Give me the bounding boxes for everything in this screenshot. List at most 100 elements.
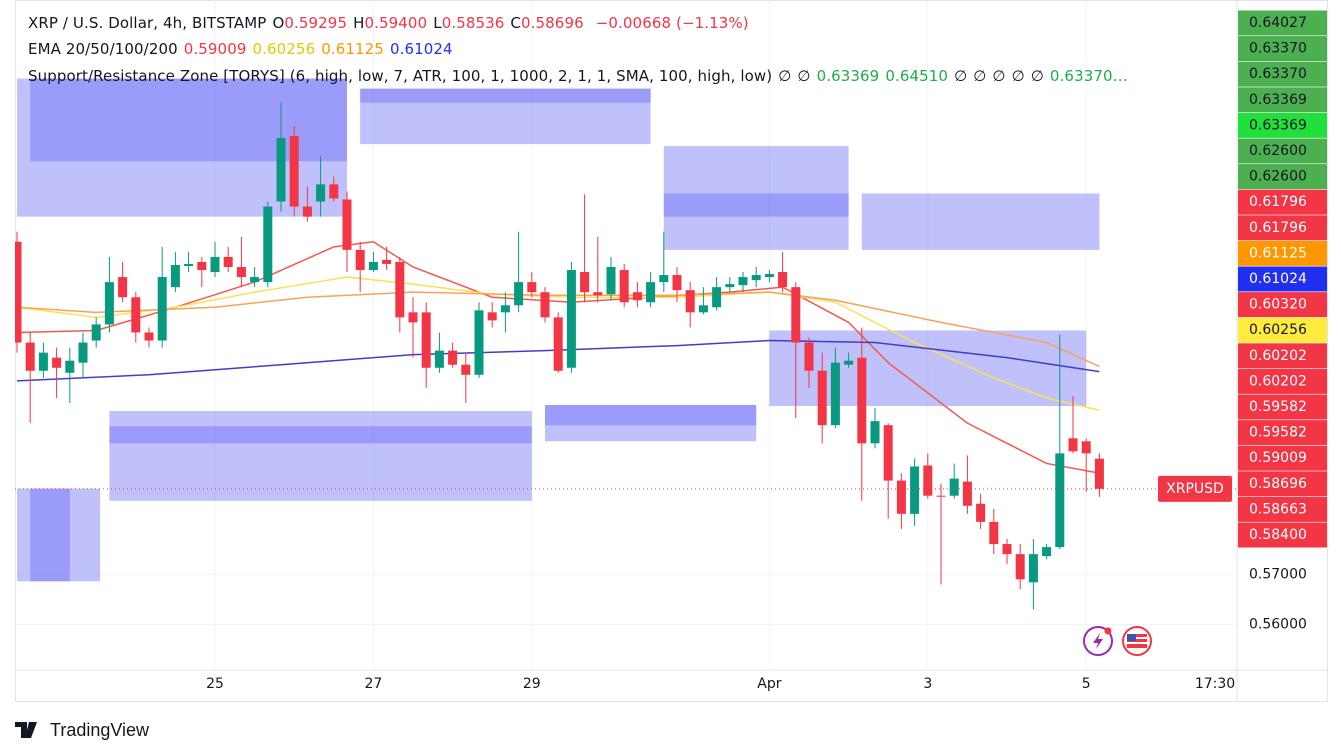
price-label-box <box>1238 10 1327 36</box>
candle-body <box>65 360 75 373</box>
sr-zone <box>663 193 849 217</box>
price-label-box <box>1238 471 1327 497</box>
sr-value: 0.64510 <box>885 67 949 85</box>
price-label: 0.60320 <box>1249 297 1307 313</box>
candle-body <box>936 495 946 497</box>
symbol-label: XRPUSD <box>1166 481 1224 497</box>
x-tick-label: 29 <box>523 676 541 692</box>
y-tick-label: 0.57000 <box>1249 566 1307 582</box>
candle-body <box>368 261 378 271</box>
candle-body <box>685 290 695 313</box>
ema-value: 0.59009 <box>183 40 247 58</box>
candle-body <box>448 350 458 365</box>
candle-body <box>1055 453 1065 548</box>
candle-body <box>1068 438 1078 452</box>
price-label-box <box>1238 87 1327 113</box>
sr-value: 0.63370… <box>1049 67 1128 85</box>
header-line-3: Support/Resistance Zone [TORYS] (6, high… <box>28 67 1140 85</box>
ohlc-value: 0.59400 <box>364 14 428 32</box>
y-tick-label: 0.56000 <box>1249 617 1307 633</box>
header-line-2: EMA 20/50/100/200 0.59009 0.60256 0.61125 0.… <box>28 40 465 58</box>
candle-body <box>830 362 840 426</box>
candle-body <box>896 480 906 514</box>
candle-body <box>25 342 35 371</box>
symbol: XRP / U.S. Dollar, 4h, BITSTAMP <box>28 14 267 32</box>
candle-body <box>857 357 867 444</box>
price-label: 0.64027 <box>1249 15 1307 31</box>
x-tick-label: Apr <box>757 676 781 692</box>
ema-name: EMA 20/50/100/200 <box>28 40 178 58</box>
candle-body <box>118 277 128 298</box>
candle-body <box>487 312 497 321</box>
change: −0.00668 (−1.13%) <box>595 14 749 32</box>
price-label-box <box>1238 112 1327 138</box>
candle-body <box>566 270 576 368</box>
candle-body <box>91 324 101 341</box>
price-label: 0.58696 <box>1249 476 1307 492</box>
candle-body <box>580 272 590 293</box>
price-label-box <box>1238 368 1327 394</box>
x-tick-label: 3 <box>923 676 932 692</box>
candle-body <box>804 342 814 371</box>
candle-body <box>659 275 669 283</box>
time-label: 17:30 <box>1195 676 1235 692</box>
candle-body <box>976 503 986 522</box>
price-label: 0.63370 <box>1249 66 1307 82</box>
price-label-box <box>1238 240 1327 266</box>
x-tick-label: 27 <box>364 676 382 692</box>
price-label: 0.58663 <box>1249 501 1307 517</box>
price-label: 0.59582 <box>1249 425 1307 441</box>
candle-body <box>395 261 405 318</box>
candle-body <box>672 275 682 291</box>
sr-zone <box>545 405 757 442</box>
ohlc-key: L <box>433 14 442 32</box>
ohlc-value: 0.59295 <box>284 14 348 32</box>
candle-body <box>619 270 629 303</box>
candle-body <box>883 425 893 481</box>
candle-body <box>52 357 62 368</box>
candle-body <box>1081 441 1091 454</box>
price-label-box <box>1238 36 1327 62</box>
candle-body <box>527 282 537 293</box>
candle-body <box>923 465 933 496</box>
candle-body <box>1015 554 1025 580</box>
ohlc-key: H <box>353 14 365 32</box>
candle-body <box>738 277 748 286</box>
candle-body <box>791 287 801 343</box>
price-label-box <box>1238 215 1327 241</box>
sr-zone <box>545 405 757 426</box>
candle-body <box>989 521 999 545</box>
symbol-label-box <box>1158 475 1232 502</box>
candle-body <box>962 481 972 506</box>
candle-body <box>1002 544 1012 555</box>
price-label: 0.63370 <box>1249 41 1307 57</box>
footer-brand: TradingView <box>50 720 150 740</box>
icon-flag[interactable] <box>1122 626 1152 656</box>
price-label: 0.60256 <box>1249 322 1307 338</box>
ema-value: 0.60256 <box>252 40 316 58</box>
candle-body <box>870 421 880 444</box>
price-label: 0.60202 <box>1249 373 1307 389</box>
price-label-box <box>1238 266 1327 292</box>
price-label-box <box>1238 496 1327 522</box>
candle-body <box>817 370 827 426</box>
sr-value: ∅ <box>973 67 987 85</box>
sr-value: ∅ <box>954 67 968 85</box>
sr-values: ∅ ∅ 0.63369 0.64510 ∅ ∅ ∅ ∅ ∅ 0.63370… <box>778 67 1134 85</box>
ohlc-value: 0.58696 <box>521 14 584 32</box>
icon-alert[interactable] <box>1083 626 1113 656</box>
candle-body <box>302 206 312 217</box>
candle-body <box>751 275 761 281</box>
candle-body <box>553 317 563 371</box>
candle-body <box>382 259 392 264</box>
candle-body <box>355 249 365 271</box>
ema-value: 0.61024 <box>389 40 453 58</box>
price-label-box <box>1238 292 1327 318</box>
sr-value: 0.63369 <box>816 67 880 85</box>
price-label: 0.61125 <box>1249 245 1307 261</box>
candle-body <box>712 287 722 308</box>
axes: 0.57000 0.56000 25 27 29 Apr 3 5 17:30 XRPUSD 0.64… <box>206 10 1327 692</box>
price-label: 0.61024 <box>1249 271 1307 287</box>
ohlc: O0.59295 H0.59400 L0.58536 C0.58696 <box>272 14 589 32</box>
